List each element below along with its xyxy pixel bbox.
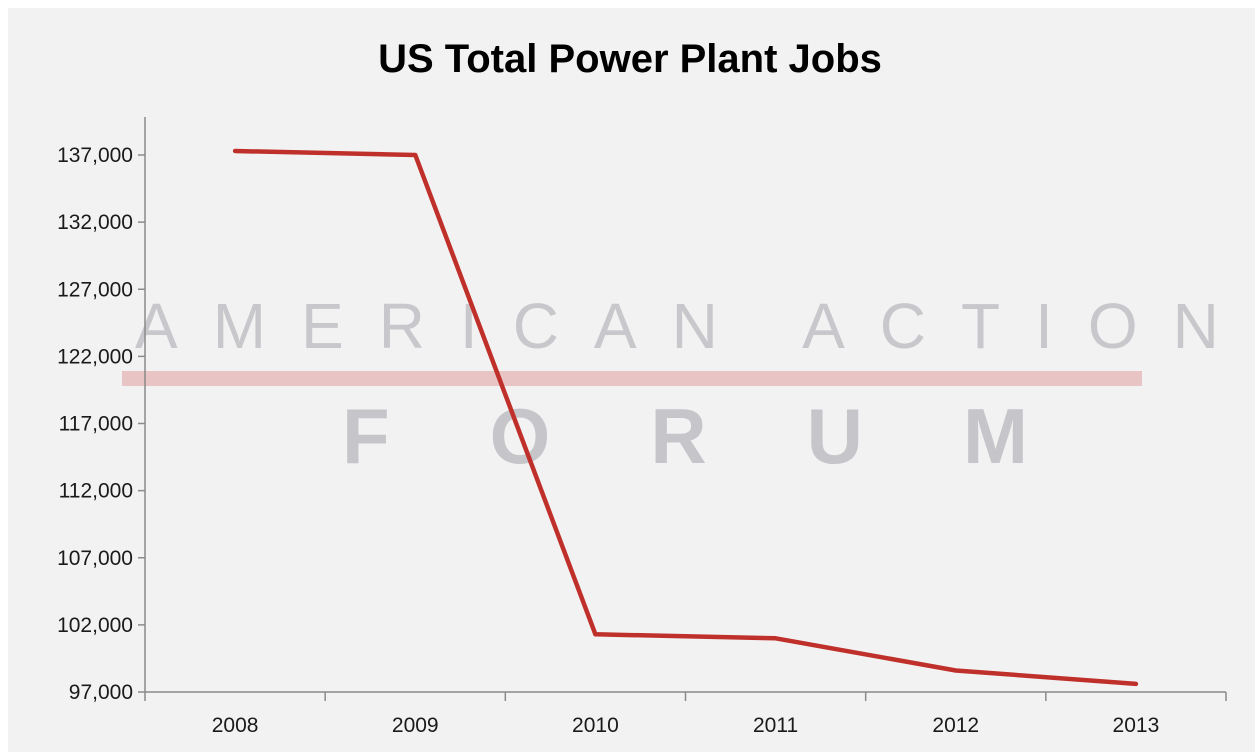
- y-tick-label: 117,000: [59, 413, 133, 436]
- y-tick-label: 127,000: [57, 278, 133, 301]
- x-ticks: 2008 2009 2010 2011 2012 2013: [144, 692, 1227, 737]
- y-tick-label: 112,000: [59, 480, 133, 503]
- y-ticks: 97,000 102,000 107,000 112,000 117,000 122,00…: [57, 144, 145, 704]
- series-line: [232, 148, 1139, 687]
- x-tick-label: 2009: [392, 714, 439, 737]
- watermark-line-2: FORUM: [342, 392, 1128, 480]
- chart-title: US Total Power Plant Jobs: [378, 37, 882, 81]
- x-tick-label: 2011: [753, 714, 798, 737]
- y-tick-label: 97,000: [69, 681, 133, 704]
- watermark-line-1: AMERICAN ACTION: [135, 290, 1254, 362]
- y-tick-label: 122,000: [57, 345, 133, 368]
- series: [232, 148, 1139, 687]
- x-tick-label: 2012: [932, 714, 979, 737]
- y-tick-label: 107,000: [57, 547, 133, 570]
- x-tick-label: 2008: [212, 714, 259, 737]
- y-tick-label: 102,000: [57, 614, 133, 637]
- watermark: AMERICAN ACTION FORUM: [122, 290, 1254, 480]
- watermark-bar: [122, 371, 1142, 386]
- y-tick-label: 137,000: [57, 144, 133, 167]
- y-tick-label: 132,000: [57, 211, 133, 234]
- x-tick-label: 2013: [1113, 714, 1160, 737]
- x-tick-label: 2010: [572, 714, 619, 737]
